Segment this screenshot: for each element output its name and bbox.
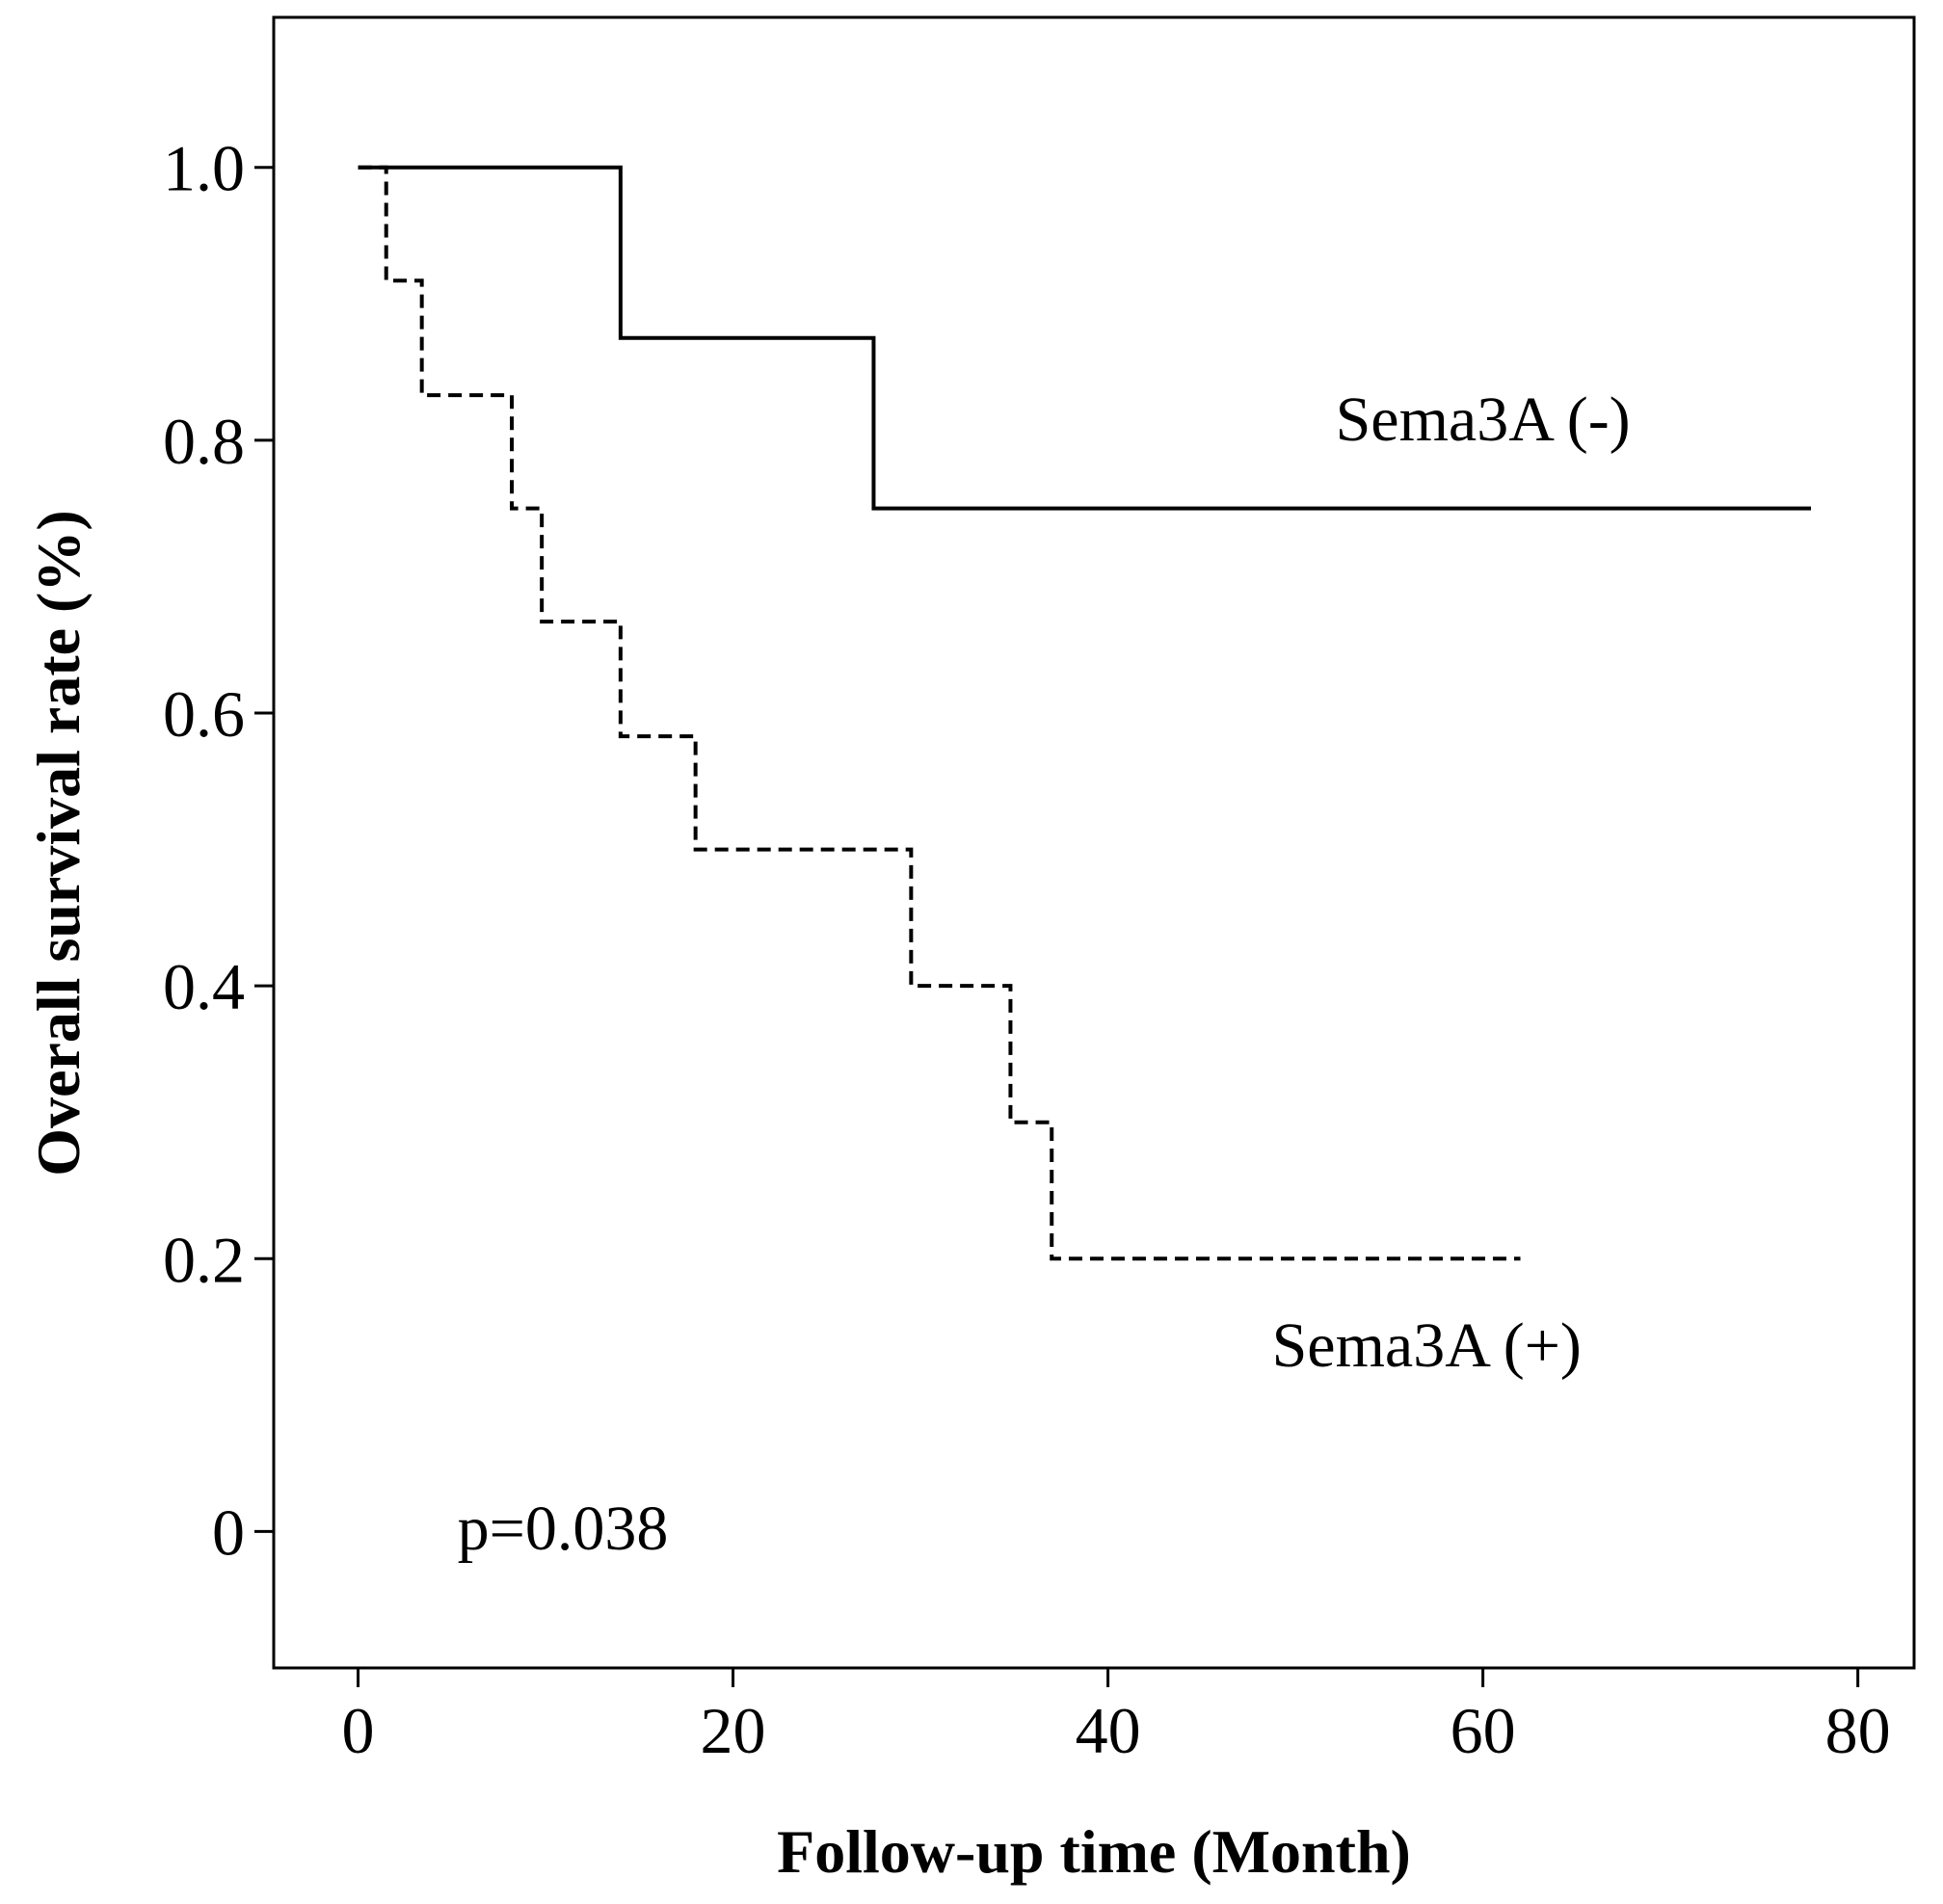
x-tick-label: 60	[1451, 1694, 1516, 1767]
x-tick-label: 20	[701, 1694, 766, 1767]
plot-frame	[272, 15, 1916, 1670]
series-label-1: Sema3A (+)	[1272, 1310, 1582, 1381]
y-tick-label: 0.2	[163, 1223, 245, 1296]
x-tick-label: 80	[1825, 1694, 1891, 1767]
y-axis-title: Overall survival rate (%)	[24, 510, 93, 1176]
survival-curve-sema3a-negative	[358, 165, 1812, 511]
x-tick-label: 0	[342, 1694, 375, 1767]
y-tick-label: 1.0	[163, 132, 245, 205]
y-tick-label: 0	[212, 1495, 245, 1569]
y-tick-label: 0.4	[163, 950, 245, 1023]
p-value-annotation: p=0.038	[458, 1494, 669, 1564]
y-tick-label: 0.6	[163, 677, 245, 751]
x-tick-label: 40	[1076, 1694, 1141, 1767]
y-tick-label: 0.8	[163, 405, 245, 478]
series-label-0: Sema3A (-)	[1336, 384, 1631, 455]
survival-curve-sema3a-positive	[358, 165, 1521, 1261]
x-axis-title: Follow-up time (Month)	[777, 1817, 1411, 1886]
